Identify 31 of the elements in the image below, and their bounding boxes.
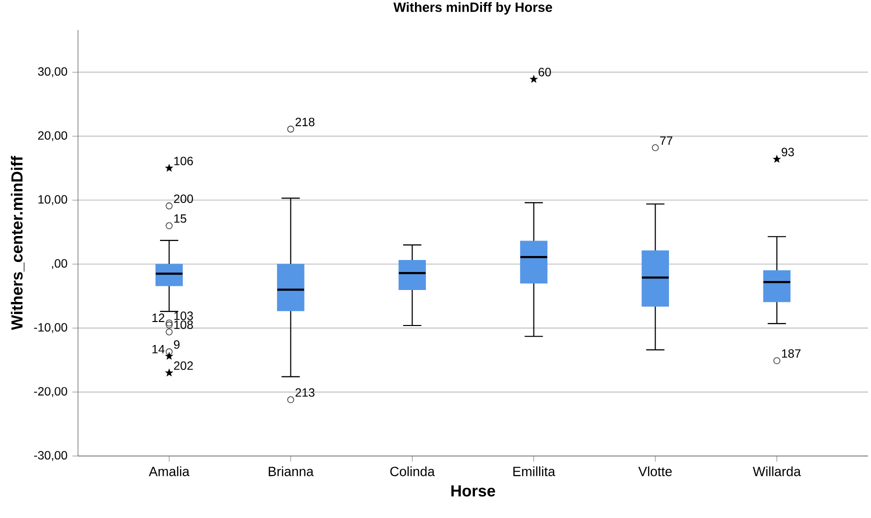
y-axis-title: Withers_center.minDiff (10, 156, 24, 330)
annotation: 187 (782, 349, 801, 358)
annotation: 218 (296, 118, 314, 126)
x-tick-label: Emillita (513, 466, 556, 476)
annotation: 106 (174, 156, 193, 166)
x-tick-label: Vlotte (638, 466, 672, 476)
x-tick-label: Brianna (268, 466, 314, 476)
annotation: 200 (174, 194, 193, 203)
annotation: 77 (660, 136, 672, 145)
y-tick-label: 20,00 (38, 131, 68, 142)
annotation: 15 (174, 214, 186, 223)
annotation: 12 (152, 314, 164, 322)
x-tick-label: Colinda (390, 466, 435, 476)
y-tick-label: -10,00 (34, 323, 68, 334)
chart-title: Withers minDiff by Horse (393, 2, 552, 15)
annotation: 60 (538, 68, 551, 76)
annotation: 213 (296, 388, 314, 397)
annotation: 9 (174, 340, 180, 349)
y-tick-label: -30,00 (34, 451, 68, 461)
y-tick-label: -20,00 (34, 387, 68, 397)
y-tick-label: ,00 (52, 259, 68, 270)
annotation: 202 (174, 361, 193, 370)
y-tick-label: 30,00 (38, 67, 68, 78)
y-tick-label: 10,00 (38, 195, 68, 206)
x-tick-label: Amalia (148, 466, 190, 476)
annotation: 14 (152, 345, 165, 354)
x-axis-title: Horse (451, 485, 496, 497)
annotation: 103 (174, 312, 193, 320)
x-tick-label: Willarda (752, 466, 801, 476)
annotation: 93 (782, 148, 794, 156)
annotation: 108 (174, 320, 193, 329)
